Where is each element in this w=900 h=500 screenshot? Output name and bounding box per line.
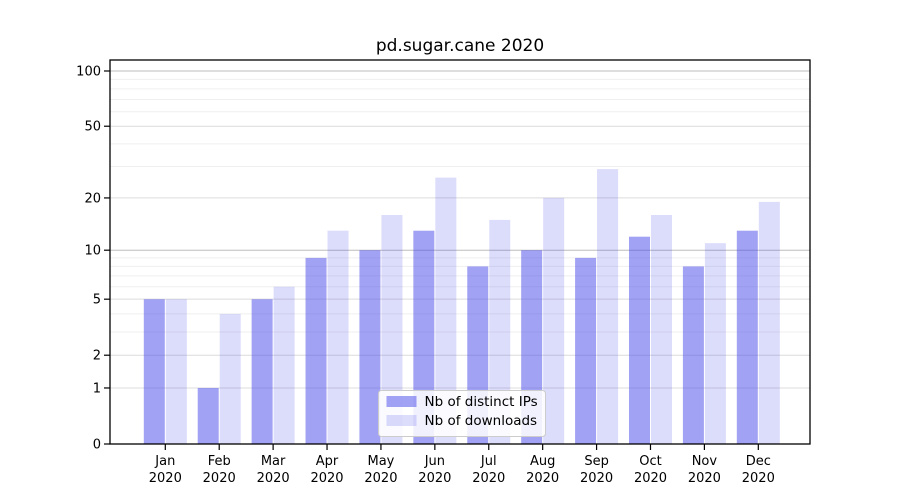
- x-tick-label-year: 2020: [472, 471, 505, 486]
- y-tick-label: 50: [84, 120, 101, 135]
- bar-ips-apr: [305, 257, 327, 444]
- x-tick-label-month: Sep: [584, 454, 609, 469]
- bar-downloads-dec: [758, 201, 780, 444]
- bar-downloads-jan: [165, 299, 187, 444]
- bar-downloads-sep: [597, 169, 619, 444]
- legend-label: Nb of downloads: [425, 413, 538, 429]
- x-tick-label-month: Oct: [639, 454, 661, 469]
- bar-downloads-oct: [650, 215, 672, 444]
- legend-label: Nb of distinct IPs: [425, 394, 538, 410]
- x-tick-label-month: Dec: [746, 454, 771, 469]
- bar-downloads-jul: [489, 219, 511, 444]
- x-tick-label-year: 2020: [742, 471, 775, 486]
- chart-title: pd.sugar.cane 2020: [375, 36, 545, 56]
- x-tick-label-month: Feb: [208, 454, 231, 469]
- y-tick-label: 10: [84, 244, 101, 259]
- x-tick-label-month: Jul: [480, 454, 497, 469]
- x-tick-label-year: 2020: [310, 471, 343, 486]
- x-tick-label-year: 2020: [203, 471, 236, 486]
- legend-swatch-downloads: [386, 415, 417, 426]
- y-tick-label: 5: [93, 293, 101, 308]
- bar-downloads-nov: [704, 243, 726, 444]
- x-tick-label-month: Aug: [530, 454, 555, 469]
- x-tick-label-year: 2020: [580, 471, 613, 486]
- x-tick-label-year: 2020: [364, 471, 397, 486]
- x-tick-label-month: May: [367, 454, 394, 469]
- bar-ips-may: [359, 250, 381, 444]
- bar-ips-nov: [682, 266, 704, 444]
- y-tick-label: 2: [93, 349, 101, 364]
- x-tick-label-year: 2020: [418, 471, 451, 486]
- x-tick-label-year: 2020: [688, 471, 721, 486]
- x-tick-label-month: Mar: [261, 454, 286, 469]
- x-tick-label-year: 2020: [149, 471, 182, 486]
- bar-downloads-may: [381, 215, 403, 444]
- x-tick-label-month: Jun: [424, 454, 445, 469]
- bar-ips-feb: [197, 387, 219, 444]
- bar-series-group: [143, 169, 780, 444]
- legend-swatch-ips: [386, 396, 417, 407]
- legend: Nb of distinct IPs Nb of downloads: [378, 390, 546, 437]
- y-tick-label: 0: [93, 438, 101, 453]
- x-tick-label-year: 2020: [257, 471, 290, 486]
- x-tick-label-month: Nov: [692, 454, 718, 469]
- x-tick-label-month: Jan: [154, 454, 175, 469]
- bar-downloads-feb: [219, 313, 241, 444]
- plot-frame: [109, 59, 811, 445]
- x-axis: Jan 2020 Feb 2020 Mar 2020 Apr 2020 May 2020 Jun 20…: [149, 444, 775, 486]
- bar-downloads-apr: [327, 230, 349, 444]
- x-tick-label-year: 2020: [634, 471, 667, 486]
- y-axis: 0 1 2 5 10 20 50 100: [76, 64, 110, 453]
- bar-downloads-jun: [435, 177, 457, 444]
- y-tick-label: 1: [93, 381, 101, 396]
- bar-ips-mar: [251, 299, 273, 444]
- x-tick-label-month: Apr: [316, 454, 339, 469]
- legend-box: [378, 390, 546, 437]
- y-tick-label: 100: [76, 64, 101, 79]
- x-tick-label-year: 2020: [526, 471, 559, 486]
- bar-ips-oct: [628, 236, 650, 444]
- bar-ips-jan: [143, 299, 165, 444]
- bar-downloads-mar: [273, 286, 295, 444]
- bar-downloads-aug: [543, 197, 565, 444]
- y-tick-label: 20: [84, 191, 101, 206]
- bar-ips-dec: [736, 230, 758, 444]
- bar-ips-sep: [575, 257, 597, 444]
